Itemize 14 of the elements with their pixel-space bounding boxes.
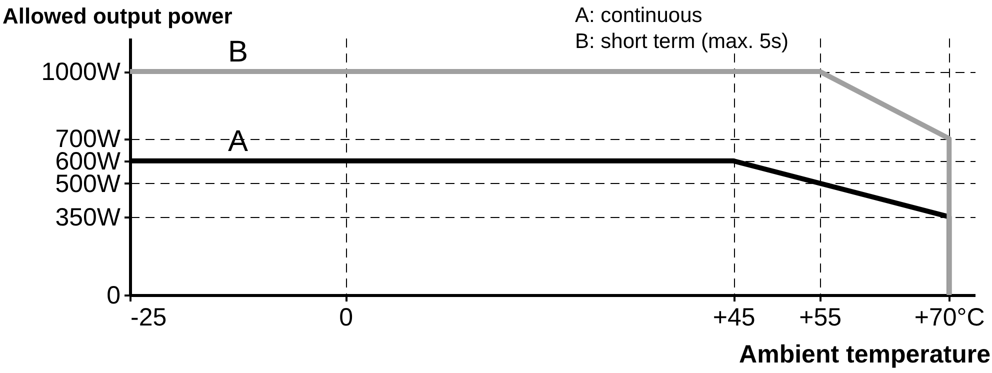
text: A: continuous	[575, 4, 702, 27]
x-tick-label: +70°C	[914, 304, 985, 332]
x-tick-label: -25	[130, 304, 167, 332]
x-tick-label: +45	[712, 304, 756, 332]
series-label: A	[228, 124, 248, 158]
x-axis-title: Ambient temperature	[739, 340, 991, 368]
annotation: B: short term (max. 5s)	[575, 30, 789, 53]
y-tick-label: 350W	[55, 203, 121, 232]
y-tick-label: 1000W	[41, 58, 121, 86]
y-tick-label: 0	[106, 282, 120, 310]
y-axis-title: Allowed output power	[2, 4, 233, 28]
x-tick-label: 0	[339, 304, 354, 332]
series-label: B	[228, 36, 248, 69]
x-tick-label: +55	[799, 304, 842, 332]
